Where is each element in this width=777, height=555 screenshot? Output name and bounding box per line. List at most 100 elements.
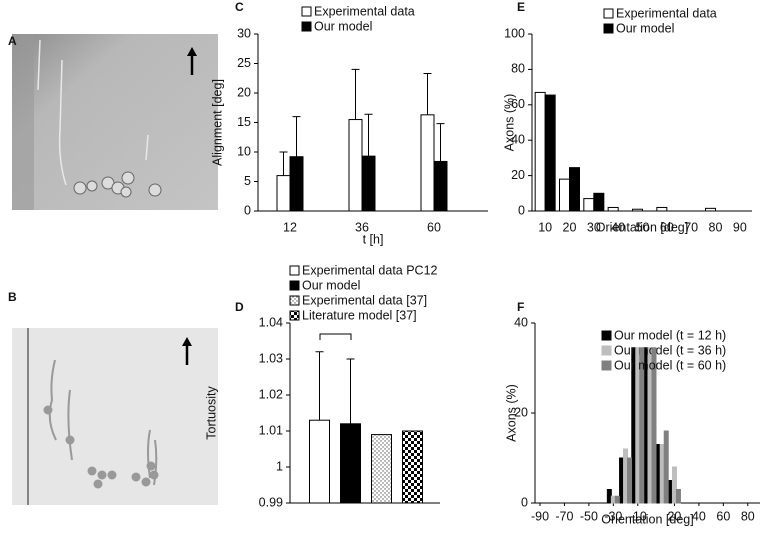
y-tick-label: 5 <box>244 174 251 188</box>
legend-swatch <box>289 280 300 291</box>
x-tick-label: 20 <box>667 509 681 523</box>
x-tick-label: 60 <box>427 220 441 234</box>
x-tick-label: 10 <box>538 220 552 234</box>
x-tick-label: 12 <box>283 220 297 234</box>
bar <box>534 91 546 212</box>
y-tick-label: 0 <box>244 203 251 217</box>
bar <box>705 207 716 212</box>
x-tick-label: 36 <box>355 220 369 234</box>
legend-swatch <box>603 23 614 34</box>
legend-label: Experimental data <box>616 6 717 20</box>
bar <box>667 480 673 504</box>
y-tick-label: 15 <box>237 115 251 129</box>
x-tick-label: -70 <box>555 509 573 523</box>
error-bar <box>292 116 301 157</box>
error-bar <box>279 151 288 176</box>
y-tick-label: 0 <box>518 203 525 217</box>
legend-label: Literature model [37] <box>302 308 417 322</box>
y-tick-label: 20 <box>237 85 251 99</box>
bar <box>659 444 665 504</box>
y-axis-label: Alignment [deg] <box>210 79 224 166</box>
bar <box>663 430 669 504</box>
y-tick-label: 1.02 <box>259 387 283 401</box>
y-tick-label: 1.01 <box>259 423 283 437</box>
legend-label: Experimental data [37] <box>302 293 427 307</box>
y-tick-label: 40 <box>511 132 525 146</box>
bar <box>675 489 681 504</box>
legend-label: Experimental data <box>314 4 415 18</box>
bar <box>371 434 392 504</box>
bar <box>593 192 605 212</box>
bar <box>619 457 625 504</box>
y-tick-label: 20 <box>511 168 525 182</box>
bar <box>655 444 661 504</box>
legend-swatch <box>601 360 612 371</box>
x-tick-label: 90 <box>733 220 747 234</box>
error-bar <box>346 358 355 424</box>
legend-swatch <box>603 8 614 19</box>
legend-swatch <box>289 295 300 306</box>
bar <box>656 206 668 212</box>
x-tick-label: 50 <box>636 220 650 234</box>
y-tick-label: 100 <box>504 26 525 40</box>
panel-label: F <box>517 300 524 314</box>
bar <box>610 495 616 504</box>
x-axis-label: t [h] <box>363 232 384 246</box>
legend-label: Our model (t = 60 h) <box>614 358 726 372</box>
bar <box>544 94 556 212</box>
bar <box>627 457 633 504</box>
x-tick-label: 80 <box>741 509 755 523</box>
panel-label: C <box>235 0 244 14</box>
legend-label: Our model (t = 36 h) <box>614 343 726 357</box>
y-tick-label: 10 <box>237 144 251 158</box>
legend-label: Our model (t = 12 h) <box>614 328 726 342</box>
error-bar <box>364 113 373 157</box>
legend-swatch <box>301 21 312 32</box>
legend-swatch <box>601 345 612 356</box>
panel-label: D <box>235 300 244 314</box>
legend-swatch <box>601 330 612 341</box>
y-tick-label: 25 <box>237 56 251 70</box>
bracket <box>319 333 352 340</box>
bar <box>614 495 620 504</box>
bar <box>309 419 330 504</box>
bar <box>651 347 657 504</box>
x-tick-label: 40 <box>611 220 625 234</box>
bar <box>402 430 423 504</box>
bar <box>420 114 435 212</box>
panel-label: B <box>8 290 17 304</box>
bar <box>671 466 677 504</box>
y-tick-label: 30 <box>237 26 251 40</box>
bar <box>340 423 361 504</box>
x-tick-label: -30 <box>604 509 622 523</box>
error-bar <box>315 351 324 421</box>
x-axis-label: Orientation [deg] <box>596 220 688 234</box>
micrograph <box>12 34 218 210</box>
y-tick-label: 20 <box>514 405 528 419</box>
x-tick-label: -90 <box>531 509 549 523</box>
x-tick-label: 60 <box>660 220 674 234</box>
legend-label: Our model <box>302 278 360 292</box>
y-tick-label: 1 <box>276 459 283 473</box>
y-tick-label: 1.04 <box>259 315 283 329</box>
legend-label: Experimental data PC12 <box>302 263 438 277</box>
bar <box>632 208 643 212</box>
y-tick-label: 1.03 <box>259 351 283 365</box>
bar <box>276 175 291 212</box>
x-axis-label: Orientation [deg] <box>601 512 693 526</box>
y-tick-label: 0.99 <box>259 495 283 509</box>
error-bar <box>423 73 432 115</box>
panel-label: E <box>517 0 525 14</box>
x-tick-label: 20 <box>563 220 577 234</box>
y-tick-label: 0 <box>521 495 528 509</box>
legend-label: Our model <box>314 19 372 33</box>
y-tick-label: 60 <box>511 97 525 111</box>
bar <box>559 178 570 212</box>
y-axis-label: Axons (%) <box>504 384 518 442</box>
bar <box>348 119 363 212</box>
x-tick-label: 70 <box>684 220 698 234</box>
y-tick-label: 80 <box>511 62 525 76</box>
y-tick-label: 40 <box>514 315 528 329</box>
y-axis-label: Tortuosity <box>204 386 218 440</box>
